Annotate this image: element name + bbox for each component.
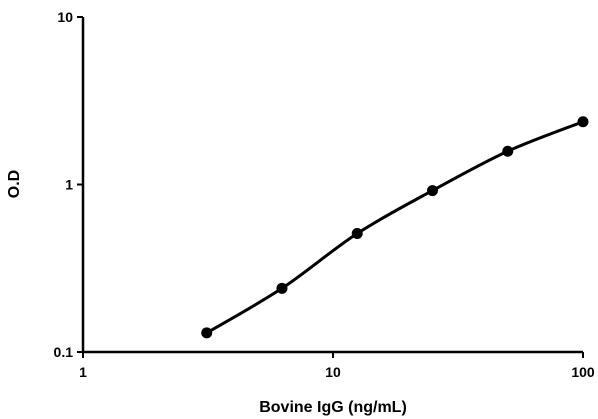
y-tick-label: 1: [65, 177, 73, 193]
data-point: [577, 116, 589, 128]
axes: [81, 17, 583, 354]
y-tick-label: 10: [57, 9, 73, 25]
x-tick-label: 1: [79, 364, 87, 380]
x-ticks: 1 10 100: [79, 352, 595, 380]
y-axis-title: O.D: [6, 170, 23, 198]
data-point: [201, 327, 213, 339]
data-point: [426, 185, 438, 197]
x-tick-label: 10: [325, 364, 341, 380]
x-axis-title: Bovine IgG (ng/mL): [259, 399, 407, 416]
data-point: [351, 227, 363, 239]
y-ticks: 0.1 1 10: [54, 9, 83, 360]
data-point: [502, 145, 514, 157]
series-line: [205, 120, 585, 335]
series-layer: [201, 116, 589, 339]
x-tick-label: 100: [571, 364, 595, 380]
data-point: [276, 282, 288, 294]
y-tick-label: 0.1: [54, 344, 74, 360]
